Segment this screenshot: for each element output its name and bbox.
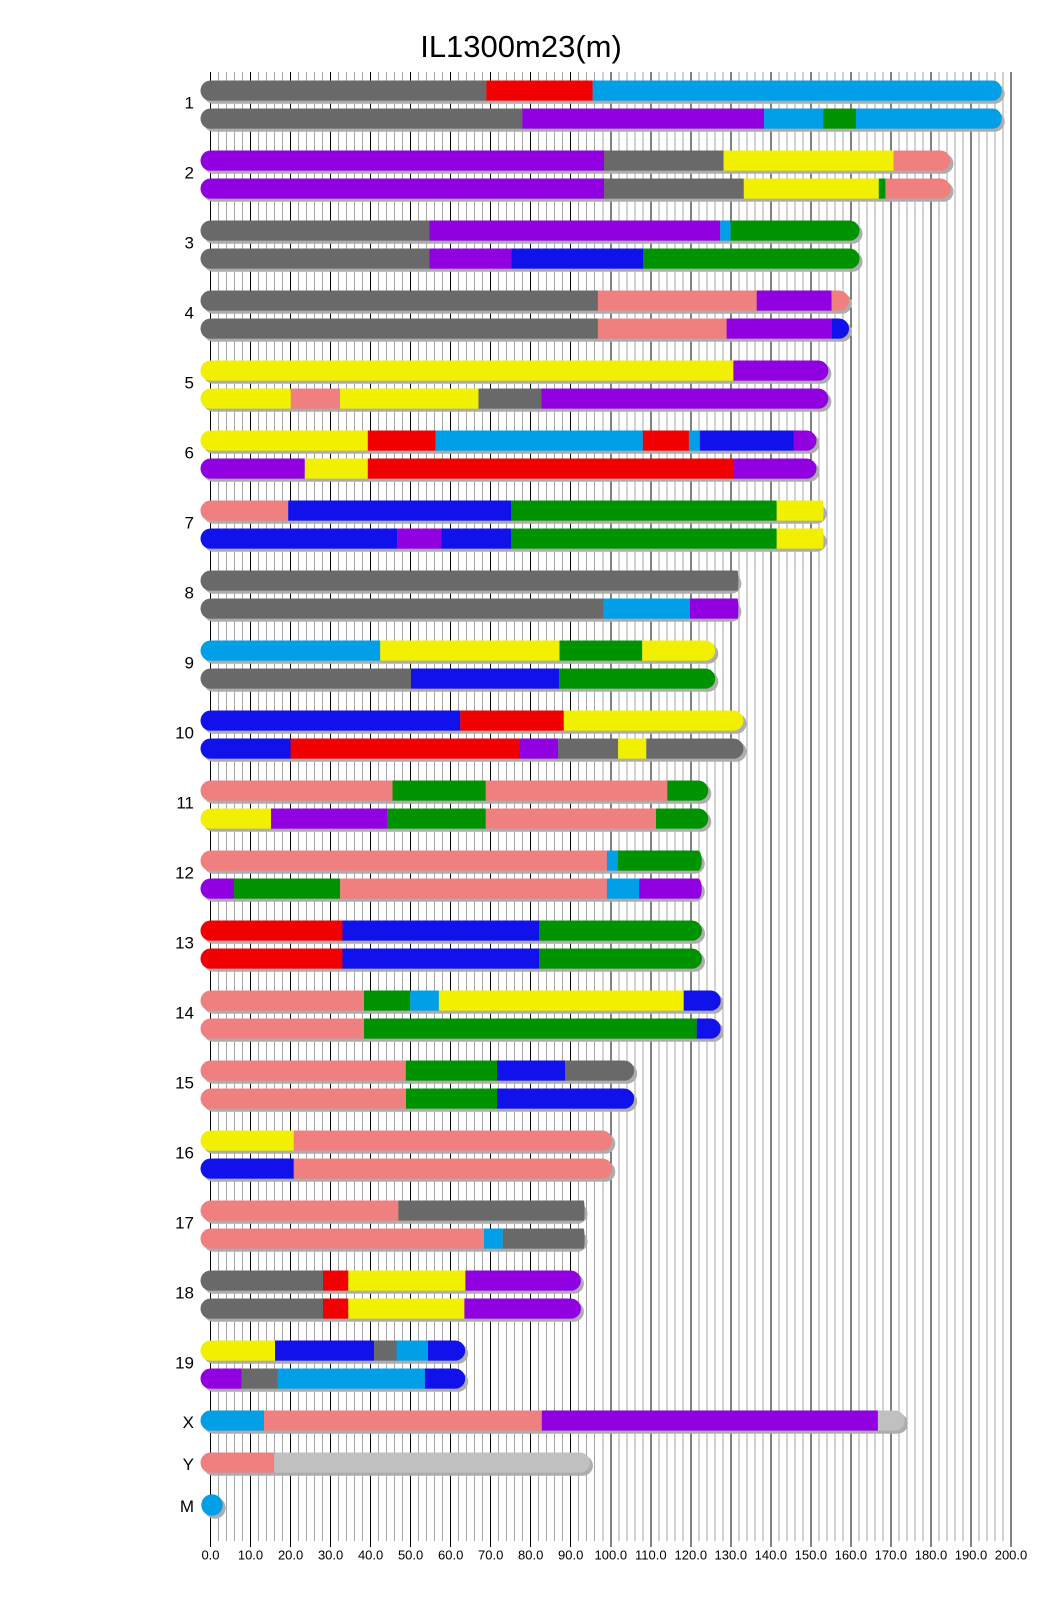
svg-text:12: 12 <box>175 864 194 883</box>
svg-text:19: 19 <box>175 1354 194 1373</box>
svg-text:6: 6 <box>185 444 194 463</box>
svg-text:70.0: 70.0 <box>478 1548 503 1563</box>
svg-text:200.0: 200.0 <box>995 1548 1028 1563</box>
svg-text:40.0: 40.0 <box>358 1548 383 1563</box>
svg-text:15: 15 <box>175 1074 194 1093</box>
svg-text:0.0: 0.0 <box>201 1548 219 1563</box>
svg-text:80.0: 80.0 <box>518 1548 543 1563</box>
svg-text:7: 7 <box>185 514 194 533</box>
svg-text:1: 1 <box>185 94 194 113</box>
svg-text:9: 9 <box>185 654 194 673</box>
svg-text:180.0: 180.0 <box>915 1548 948 1563</box>
svg-text:18: 18 <box>175 1284 194 1303</box>
svg-text:190.0: 190.0 <box>955 1548 988 1563</box>
svg-text:30.0: 30.0 <box>318 1548 343 1563</box>
svg-text:170.0: 170.0 <box>875 1548 908 1563</box>
svg-text:150.0: 150.0 <box>795 1548 828 1563</box>
svg-text:10.0: 10.0 <box>238 1548 263 1563</box>
svg-text:20.0: 20.0 <box>278 1548 303 1563</box>
svg-text:10: 10 <box>175 724 194 743</box>
svg-text:16: 16 <box>175 1144 194 1163</box>
svg-text:110.0: 110.0 <box>635 1548 667 1563</box>
svg-text:50.0: 50.0 <box>398 1548 423 1563</box>
svg-text:4: 4 <box>185 304 194 323</box>
svg-text:5: 5 <box>185 374 194 393</box>
svg-text:130.0: 130.0 <box>715 1548 748 1563</box>
svg-text:2: 2 <box>185 164 194 183</box>
svg-text:100.0: 100.0 <box>595 1548 628 1563</box>
svg-text:8: 8 <box>185 584 194 603</box>
svg-text:3: 3 <box>185 234 194 253</box>
svg-text:M: M <box>180 1497 194 1516</box>
svg-text:Y: Y <box>183 1455 194 1474</box>
svg-text:IL1300m23(m): IL1300m23(m) <box>420 29 622 64</box>
svg-text:X: X <box>183 1413 194 1432</box>
svg-text:13: 13 <box>175 934 194 953</box>
svg-text:17: 17 <box>175 1214 194 1233</box>
svg-text:140.0: 140.0 <box>755 1548 788 1563</box>
svg-text:14: 14 <box>175 1004 194 1023</box>
svg-text:120.0: 120.0 <box>675 1548 708 1563</box>
svg-text:11: 11 <box>176 794 194 813</box>
svg-text:60.0: 60.0 <box>438 1548 463 1563</box>
svg-text:160.0: 160.0 <box>835 1548 868 1563</box>
svg-text:90.0: 90.0 <box>558 1548 583 1563</box>
